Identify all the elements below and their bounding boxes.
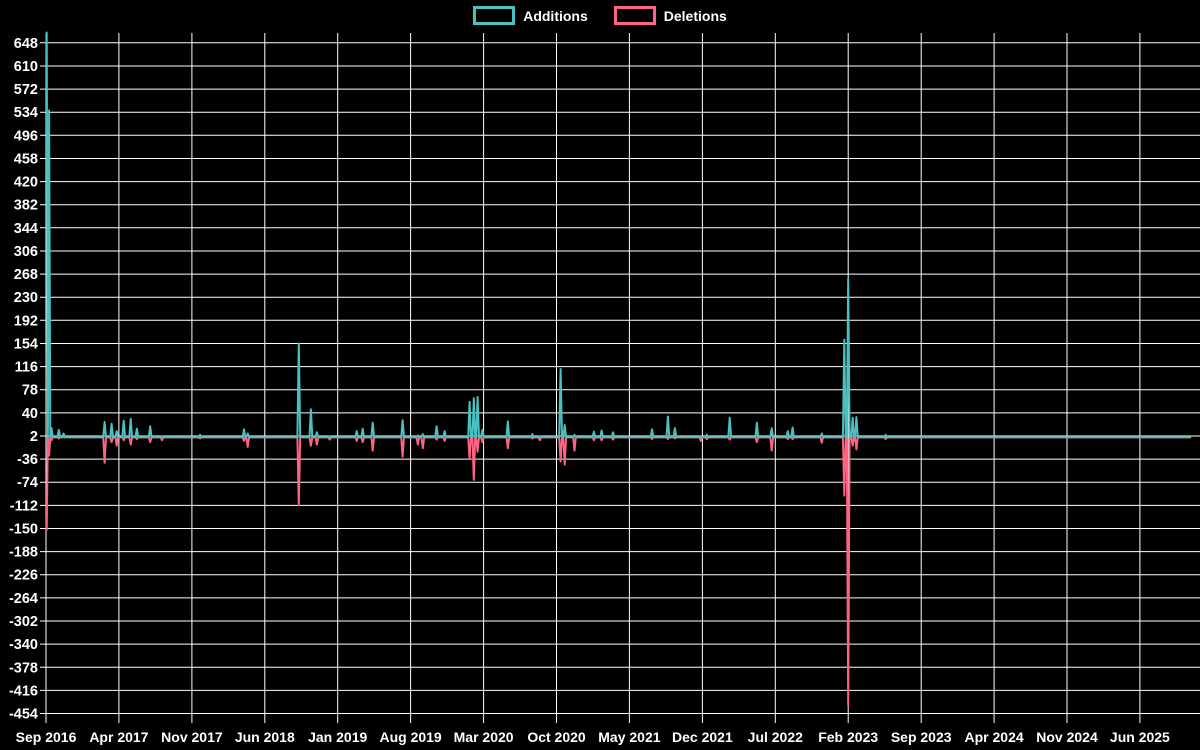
y-axis-grid — [40, 42, 1200, 714]
y-tick-label: 116 — [15, 360, 38, 376]
y-tick-label: -36 — [17, 452, 38, 468]
legend-label-deletions: Deletions — [663, 7, 727, 24]
x-tick-label: Mar 2020 — [454, 729, 514, 745]
x-tick-label: Dec 2021 — [672, 729, 733, 745]
y-tick-label: -416 — [9, 683, 38, 699]
y-tick-label: -226 — [9, 568, 38, 584]
y-tick-label: 306 — [14, 244, 38, 260]
x-tick-label: Jul 2022 — [748, 729, 803, 745]
x-tick-label: Jan 2019 — [308, 729, 367, 745]
y-tick-label: 458 — [14, 152, 38, 168]
x-tick-label: Aug 2019 — [379, 729, 441, 745]
legend-label-additions: Additions — [523, 7, 588, 24]
x-tick-label: Sep 2016 — [16, 729, 77, 745]
y-tick-label: 420 — [14, 175, 38, 191]
y-tick-label: 534 — [14, 105, 38, 121]
y-tick-label: 78 — [22, 383, 38, 399]
y-tick-label: -264 — [9, 591, 38, 607]
y-tick-label: -74 — [17, 475, 38, 491]
x-axis-grid — [45, 33, 1141, 723]
x-tick-label: Oct 2020 — [527, 729, 586, 745]
x-tick-label: Sep 2023 — [891, 729, 952, 745]
y-tick-label: 40 — [22, 406, 38, 422]
legend-item-deletions[interactable]: Deletions — [613, 6, 727, 25]
y-tick-label: 572 — [14, 82, 38, 98]
y-tick-label: 268 — [14, 267, 38, 283]
y-tick-label: -150 — [9, 522, 38, 538]
deletions-line — [45, 436, 1192, 706]
x-tick-label: Jun 2025 — [1110, 729, 1170, 745]
y-tick-label: -340 — [9, 637, 38, 653]
y-tick-label: 192 — [14, 313, 38, 329]
deletions-swatch-icon — [613, 6, 656, 25]
y-tick-label: 230 — [14, 290, 38, 306]
x-tick-label: Feb 2023 — [818, 729, 878, 745]
x-tick-label: Nov 2017 — [161, 729, 223, 745]
y-tick-label: -454 — [9, 707, 38, 723]
x-tick-label: Nov 2024 — [1036, 729, 1098, 745]
x-axis-labels: Sep 2016 Apr 2017 Nov 2017 Jun 2018 Jan 2019… — [16, 729, 1170, 745]
y-tick-label: -378 — [9, 660, 38, 676]
y-tick-label: 648 — [14, 36, 38, 52]
y-tick-label: 344 — [14, 221, 38, 237]
legend-item-additions[interactable]: Additions — [473, 6, 588, 25]
additions-swatch-icon — [473, 6, 516, 25]
y-tick-label: 496 — [14, 128, 38, 144]
y-tick-label: 610 — [14, 59, 38, 75]
y-tick-label: -188 — [9, 545, 38, 561]
x-tick-label: Apr 2024 — [965, 729, 1024, 745]
y-tick-label: 382 — [14, 198, 38, 214]
x-tick-label: Jun 2018 — [235, 729, 295, 745]
y-axis-labels: 648 610 572 534 496 458 420 382 344 306 268 230 192 1… — [9, 36, 38, 723]
y-tick-label: 2 — [30, 429, 38, 445]
additions-line — [45, 31, 1192, 439]
x-tick-label: Apr 2017 — [89, 729, 148, 745]
y-tick-label: 154 — [14, 337, 38, 353]
y-tick-label: -302 — [9, 614, 38, 630]
chart-legend: Additions Deletions — [0, 6, 1200, 25]
x-tick-label: May 2021 — [598, 729, 660, 745]
y-tick-label: -112 — [10, 498, 38, 514]
